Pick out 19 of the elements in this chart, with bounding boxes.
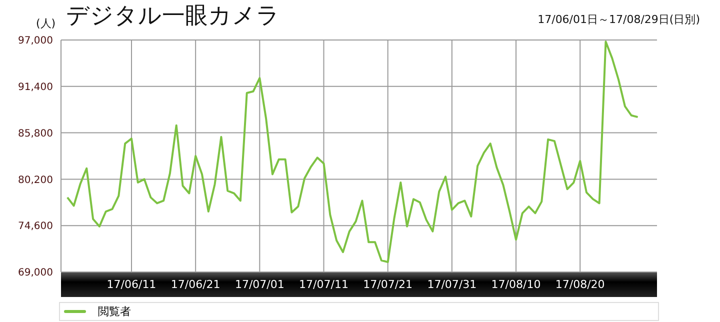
x-tick-label: 17/06/11 (106, 278, 156, 291)
chart-title: デジタル一眼カメラ (66, 2, 280, 31)
x-tick-label: 17/08/10 (491, 278, 541, 291)
line-series (66, 40, 639, 264)
x-tick-label: 17/06/21 (170, 278, 220, 291)
y-axis-title: (人) (36, 16, 56, 31)
x-tick-label: 17/08/20 (555, 278, 605, 291)
y-tick-label: 91,400 (18, 82, 53, 93)
y-tick-label: 85,800 (18, 128, 53, 140)
y-tick-label: 74,600 (18, 221, 53, 232)
legend-label: 閲覧者 (98, 304, 131, 319)
chart-subtitle: 17/06/01日～17/08/29日(日別) (538, 12, 700, 27)
y-tick-label: 69,000 (18, 268, 53, 279)
x-tick-label: 17/07/01 (234, 278, 284, 291)
x-tick-label: 17/07/11 (299, 278, 348, 291)
y-tick-label: 80,200 (18, 174, 53, 186)
x-tick-label: 17/07/21 (363, 278, 413, 291)
y-tick-label: 97,000 (18, 36, 53, 47)
x-tick-label: 17/07/31 (427, 278, 477, 291)
